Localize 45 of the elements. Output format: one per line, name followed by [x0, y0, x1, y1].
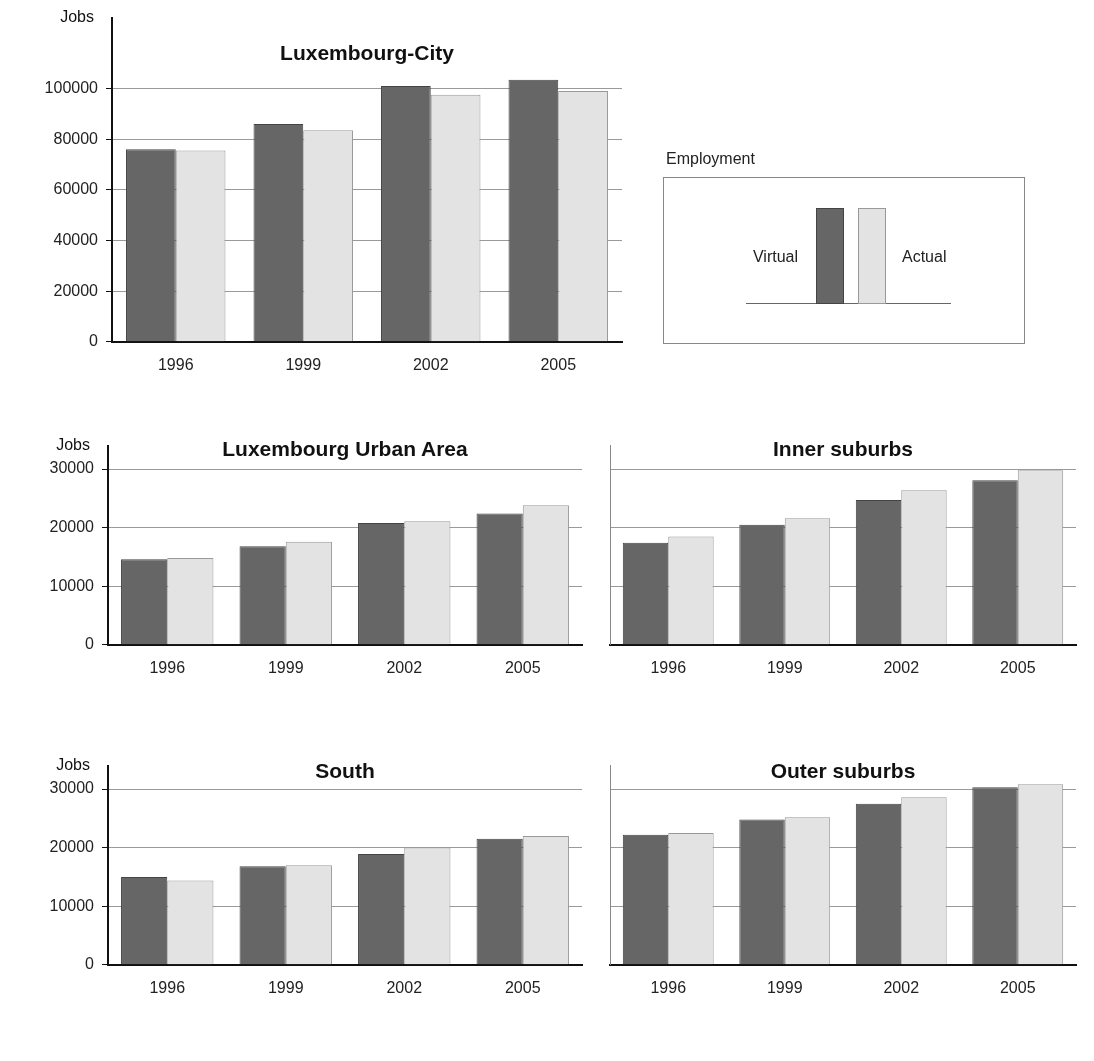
text: Actual [902, 248, 947, 266]
y-tick-label: 0 [85, 635, 95, 653]
chart-title: South [315, 758, 375, 782]
x-tick-label: 1996 [157, 355, 194, 373]
chart-title: Inner suburbs [772, 436, 914, 460]
y-axis-title: Jobs [56, 756, 90, 774]
x-tick-label: 2005 [999, 658, 1036, 676]
x-tick-label: 1996 [149, 978, 186, 996]
y-axis-title: Jobs [56, 436, 90, 454]
x-tick-label: 1999 [766, 658, 803, 676]
y-tick-label: 60000 [53, 180, 99, 198]
chart-title: Luxembourg Urban Area [222, 436, 469, 460]
x-tick-label: 2002 [883, 658, 920, 676]
x-tick-label: 2005 [504, 658, 541, 676]
x-tick-label: 2005 [999, 978, 1036, 996]
text: Luxembourg-City [280, 40, 455, 64]
x-tick-label: 2002 [386, 978, 423, 996]
y-tick-label: 40000 [53, 230, 99, 248]
x-tick-label: 2002 [412, 355, 449, 373]
x-tick-label: 1996 [650, 978, 687, 996]
x-tick-label: 1999 [267, 978, 304, 996]
chart-title: Outer suburbs [770, 758, 916, 782]
y-tick-label: 10000 [49, 896, 95, 914]
x-tick-label: 2005 [540, 355, 577, 373]
y-tick-label: 30000 [49, 779, 95, 797]
x-tick-label: 2002 [386, 658, 423, 676]
y-tick-label: 0 [85, 955, 95, 973]
y-tick-label: 0 [89, 332, 99, 350]
y-tick-label: 80000 [53, 129, 99, 147]
legend-title: Employment [666, 150, 755, 168]
y-tick-label: 20000 [53, 281, 99, 299]
x-tick-label: 1999 [267, 658, 304, 676]
text: Virtual [752, 248, 798, 266]
x-tick-label: 2002 [883, 978, 920, 996]
x-tick-label: 2005 [504, 978, 541, 996]
x-tick-label: 1999 [285, 355, 322, 373]
y-tick-label: 20000 [49, 838, 95, 856]
x-tick-label: 1996 [650, 658, 687, 676]
y-tick-label: 20000 [49, 518, 95, 536]
y-tick-label: 30000 [49, 459, 95, 477]
y-tick-label: 10000 [49, 576, 95, 594]
y-tick-label: 100000 [44, 78, 99, 96]
y-axis-title: Jobs [60, 8, 94, 26]
x-tick-label: 1996 [149, 658, 186, 676]
x-tick-label: 1999 [766, 978, 803, 996]
